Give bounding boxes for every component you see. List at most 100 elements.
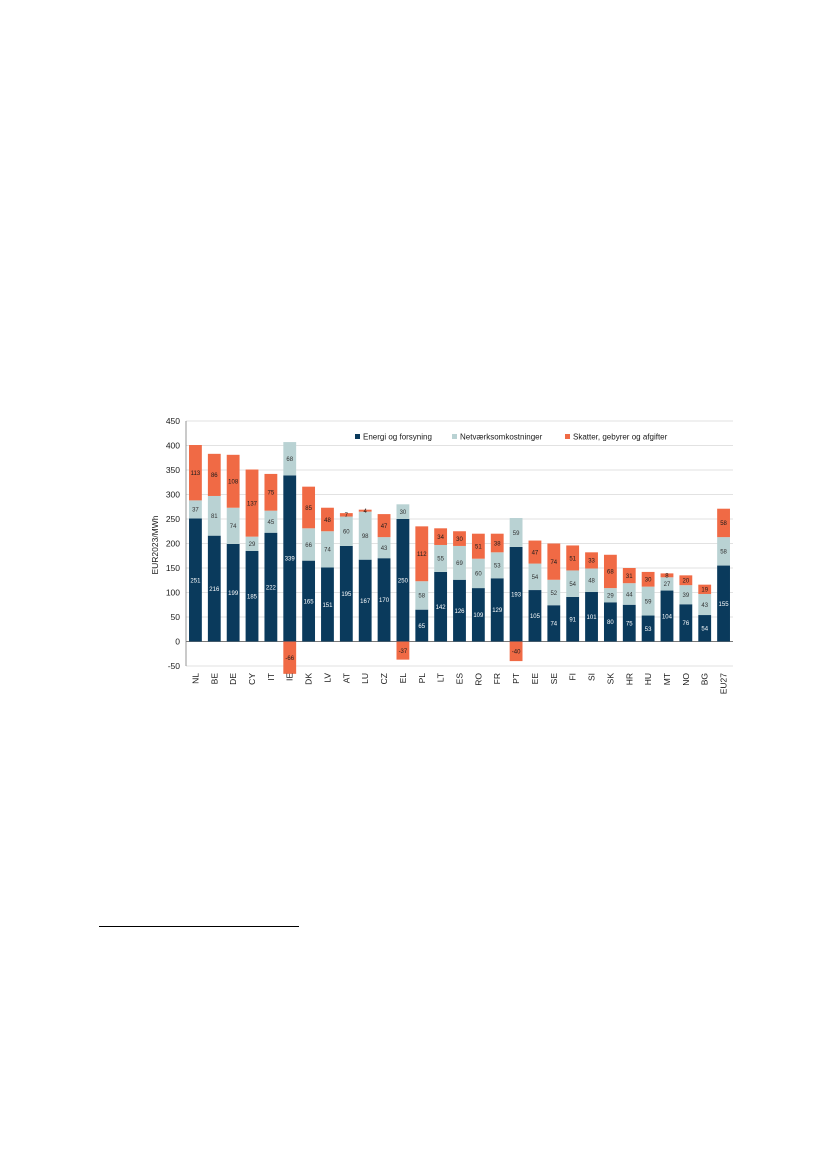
bar-segment xyxy=(603,554,617,589)
data-label: 53 xyxy=(494,564,501,570)
bar-segment xyxy=(698,593,712,616)
data-label: 29 xyxy=(607,593,614,599)
data-label: 20 xyxy=(683,579,690,585)
data-label: 8 xyxy=(665,574,669,580)
x-tick-label: MT xyxy=(662,673,672,685)
bar-segment xyxy=(547,605,561,642)
bar-segment xyxy=(453,531,466,546)
x-tick-label: LV xyxy=(322,673,332,683)
data-label: 7 xyxy=(345,513,349,519)
bar-segment xyxy=(264,532,278,642)
bar-segment xyxy=(377,537,391,559)
data-label: 59 xyxy=(645,599,652,605)
x-tick-label: SK xyxy=(605,673,615,685)
data-label: 19 xyxy=(701,588,708,594)
data-label: 74 xyxy=(550,560,557,566)
bar-segment xyxy=(415,609,429,642)
bar-segment xyxy=(528,590,542,642)
bar-segment xyxy=(453,579,466,642)
bar-segment xyxy=(339,513,353,517)
data-label: 29 xyxy=(249,542,256,548)
data-label: 68 xyxy=(286,457,293,463)
data-label: 44 xyxy=(626,592,633,598)
x-tick-label: FR xyxy=(492,673,502,684)
x-tick-label: CY xyxy=(247,673,257,685)
bar-segment xyxy=(585,568,598,593)
bar-segment xyxy=(660,577,674,591)
bar-segment xyxy=(189,518,202,642)
bar-segment xyxy=(396,519,410,642)
data-label: 38 xyxy=(494,541,501,547)
legend: Energi og forsyning Netværksomkostninger S… xyxy=(355,433,668,442)
data-label: 66 xyxy=(305,543,312,549)
bar-segment xyxy=(396,504,410,519)
x-tick-label: SI xyxy=(587,673,597,681)
bar-segment xyxy=(679,604,693,642)
bar-segment xyxy=(189,445,202,501)
data-label: 4 xyxy=(364,509,368,515)
data-label: 51 xyxy=(569,556,576,562)
bar-segment xyxy=(226,507,240,544)
x-tick-label: EE xyxy=(530,673,540,685)
data-label: 58 xyxy=(418,594,425,600)
data-label: 98 xyxy=(362,534,369,540)
data-label: 69 xyxy=(456,561,463,567)
bars xyxy=(189,442,730,674)
y-tick-label: 250 xyxy=(166,514,180,524)
bar-segment xyxy=(471,558,485,589)
x-tick-label: IE xyxy=(285,673,295,681)
bar-segment xyxy=(698,584,712,594)
bar-segment xyxy=(226,543,240,642)
bar-segment xyxy=(377,514,391,538)
data-label: 142 xyxy=(436,605,447,611)
legend-label: Netværksomkostninger xyxy=(460,433,543,442)
bar-segment xyxy=(660,573,674,578)
bar-segment xyxy=(509,518,523,547)
data-label: 59 xyxy=(513,531,520,537)
data-label: 58 xyxy=(720,521,727,527)
data-label: 33 xyxy=(588,559,595,565)
x-tick-label: PL xyxy=(417,673,427,684)
data-label: 104 xyxy=(662,614,673,620)
y-tick-label: 350 xyxy=(166,465,180,475)
x-tick-label: HR xyxy=(624,673,634,685)
bar-segment xyxy=(358,511,372,560)
data-label: 195 xyxy=(341,592,352,598)
bar-segment xyxy=(641,615,655,642)
bar-segment xyxy=(321,507,334,532)
data-label: 27 xyxy=(664,582,671,588)
data-label: 137 xyxy=(247,501,258,507)
data-label: 74 xyxy=(550,622,557,628)
bar-segment xyxy=(358,509,372,512)
x-tick-label: FI xyxy=(568,673,578,681)
data-label: 109 xyxy=(473,613,484,619)
bar-segment xyxy=(622,583,636,605)
bar-segment xyxy=(566,570,580,597)
y-tick-label: 450 xyxy=(166,416,180,426)
data-label: 76 xyxy=(683,621,690,627)
x-tick-label: CZ xyxy=(379,673,389,684)
y-tick-label: 100 xyxy=(166,588,180,598)
bar-segment xyxy=(321,567,334,642)
x-tick-label: BG xyxy=(700,673,710,685)
bar-segment xyxy=(339,516,353,546)
bar-segment xyxy=(302,486,316,529)
data-label: 251 xyxy=(190,578,201,584)
data-label: 43 xyxy=(381,546,388,552)
bar-segment xyxy=(415,526,429,582)
data-label: 193 xyxy=(511,593,522,599)
data-label: 165 xyxy=(304,599,315,605)
data-label: 170 xyxy=(379,598,390,604)
legend-swatch xyxy=(565,434,570,439)
data-label: 101 xyxy=(587,615,598,621)
x-tick-label: BE xyxy=(209,673,219,685)
data-label: 30 xyxy=(456,537,463,543)
bar-segment xyxy=(622,604,636,642)
bar-segment xyxy=(358,559,372,642)
data-label: -40 xyxy=(512,650,521,656)
bar-segment xyxy=(528,540,542,564)
bar-segment xyxy=(585,552,598,569)
x-tick-label: ES xyxy=(455,673,465,685)
y-tick-label: -50 xyxy=(168,661,181,671)
